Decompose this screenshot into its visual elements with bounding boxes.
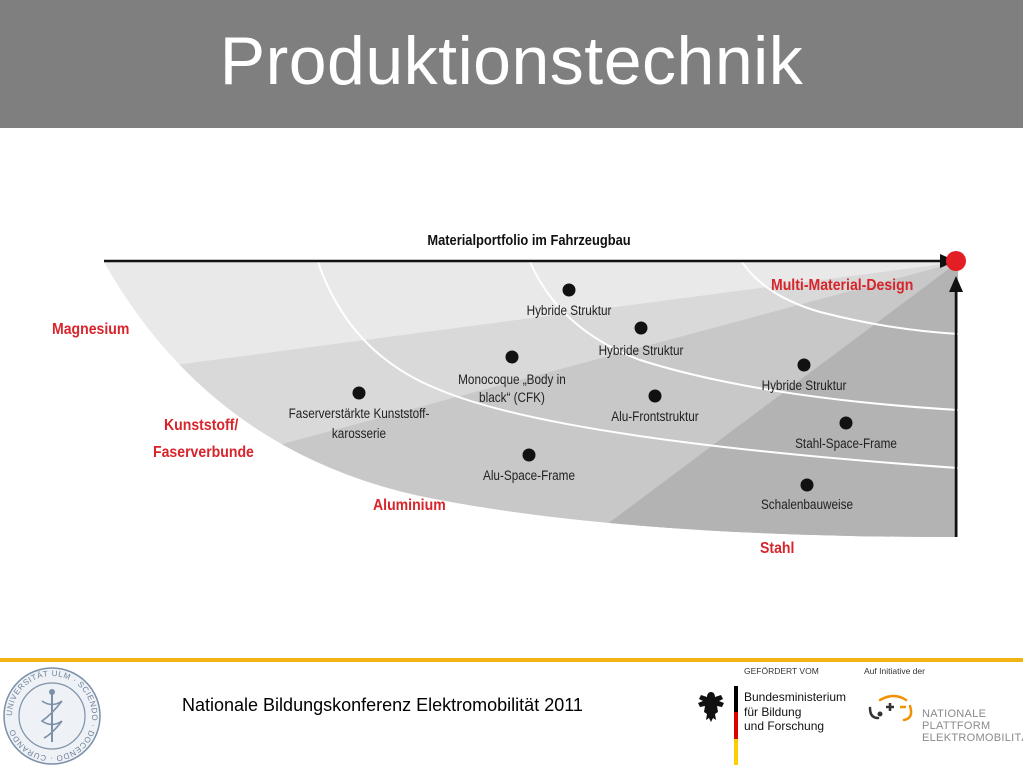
arc-1 [317, 262, 958, 469]
point-monocoque [505, 350, 519, 364]
npe-logo-text: NATIONALE PLATTFORM ELEKTROMOBILITÄT [922, 708, 1023, 744]
label-hybride-3: Hybride Struktur [762, 377, 847, 393]
multi-material-endpoint [946, 251, 966, 271]
point-alu-space [522, 448, 536, 462]
conference-title: Nationale Bildungskonferenz Elektromobil… [182, 695, 583, 715]
vertical-arrowhead [949, 276, 963, 292]
ministry-line-1: Bundesministerium [744, 690, 847, 704]
point-faserverstaerkt [352, 386, 366, 400]
label-monocoque-line2: black“ (CFK) [479, 389, 545, 405]
label-aluminium: Aluminium [373, 496, 446, 514]
footer-divider [0, 658, 1023, 662]
point-hybride-3 [797, 358, 811, 372]
npe-line-3: ELEKTROMOBILITÄT [922, 732, 1023, 744]
band-stahl [590, 262, 958, 537]
page-title: Produktionstechnik [219, 23, 804, 99]
label-kunststoff-line1: Kunststoff/ [164, 416, 239, 434]
point-hybride-2 [634, 321, 648, 335]
arc-2 [529, 262, 958, 411]
label-monocoque-line1: Monocoque „Body in [458, 371, 566, 387]
point-stahl-space [839, 416, 853, 430]
label-hybride-2: Hybride Struktur [599, 342, 684, 358]
university-seal-logo: UNIVERSITÄT ULM · SCIENDO · DOCENDO · CU… [3, 667, 101, 765]
label-alu-front: Alu-Frontstruktur [611, 408, 699, 424]
label-alu-space: Alu-Space-Frame [483, 467, 575, 483]
ministry-line-2: für Bildung [744, 704, 802, 719]
federal-eagle-icon [698, 692, 724, 722]
initiative-label: Auf Initiative der [864, 666, 925, 676]
label-faser-line1: Faserverstärkte Kunststoff- [289, 405, 430, 421]
label-kunststoff-line2: Faserverbunde [153, 443, 254, 461]
label-stahl-space: Stahl-Space-Frame [795, 435, 897, 451]
arc-3 [741, 262, 958, 335]
label-multi-material-design: Multi-Material-Design [771, 276, 913, 294]
label-faser-line2: karosserie [332, 425, 386, 441]
german-flag-bar [734, 686, 738, 765]
label-magnesium: Magnesium [52, 320, 129, 338]
point-schalen [800, 478, 814, 492]
label-schalen: Schalenbauweise [761, 496, 853, 512]
npe-plug-icon [868, 694, 913, 722]
label-hybride-1: Hybride Struktur [527, 302, 612, 318]
ministry-logo-text: Bundesministerium für Bildung und Forsch… [744, 690, 846, 734]
material-portfolio-diagram: Materialportfolio im Fahrzeugbau Magnesi… [52, 231, 966, 557]
axis-title: Materialportfolio im Fahrzeugbau [427, 231, 630, 248]
point-hybride-1 [562, 283, 576, 297]
band-aluminium [104, 262, 958, 537]
npe-line-1: NATIONALE [922, 708, 987, 720]
title-bar: Produktionstechnik [0, 0, 1023, 128]
point-alu-front [648, 389, 662, 403]
label-stahl: Stahl [760, 539, 794, 557]
ministry-line-3: und Forschung [744, 719, 825, 733]
funded-by-label: GEFÖRDERT VOM [744, 666, 819, 676]
npe-line-2: PLATTFORM [922, 720, 991, 732]
